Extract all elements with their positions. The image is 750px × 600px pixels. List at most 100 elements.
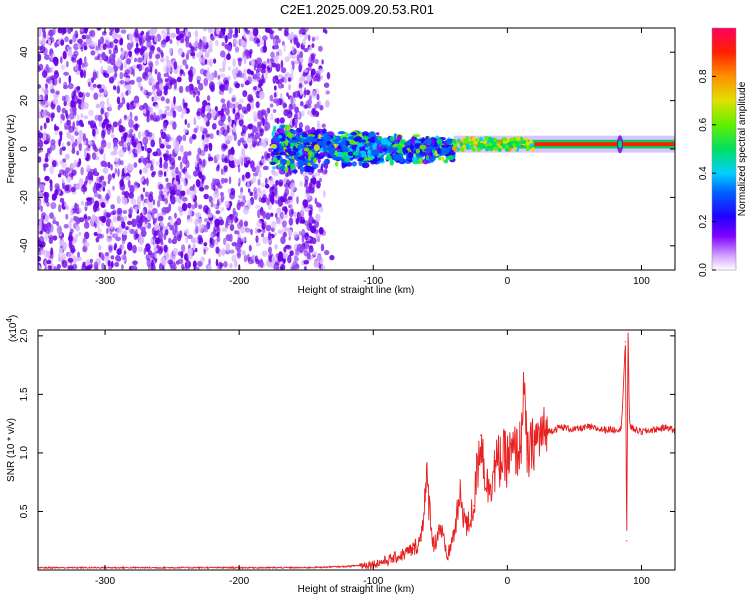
- spectrogram-cell: [93, 92, 99, 100]
- spectrogram-cell: [158, 183, 164, 190]
- spectrogram-cell: [321, 123, 326, 128]
- spectrogram-cell: [74, 30, 79, 38]
- spectrogram-cell: [312, 177, 317, 185]
- spectrogram-cell: [271, 191, 275, 198]
- spectrogram-cell: [67, 257, 74, 263]
- x-tick-label: 0: [505, 276, 511, 287]
- spectrogram-cell: [216, 164, 220, 169]
- spectrogram-cell: [313, 157, 318, 163]
- spectrogram-cell: [382, 147, 388, 152]
- spectrogram-cell: [150, 139, 155, 148]
- spectrogram-cell: [274, 118, 278, 123]
- spectrogram-cell: [273, 44, 279, 50]
- spectrogram-cell: [165, 134, 171, 142]
- spectrogram-cell: [118, 38, 123, 46]
- spectrogram-cell: [503, 137, 508, 142]
- spectrogram-cell: [232, 107, 236, 114]
- spectrogram-cell: [173, 184, 177, 193]
- spectrogram-cell: [106, 218, 112, 224]
- spectrogram-cell: [53, 57, 59, 67]
- spectrogram-cell: [216, 129, 220, 136]
- spectrogram-cell: [206, 59, 212, 66]
- spectrogram-cell: [286, 92, 289, 97]
- spectrogram-cell: [270, 196, 275, 205]
- spectrogram-cell: [163, 141, 169, 146]
- spectrogram-cell: [45, 152, 48, 162]
- spectrogram-cell: [218, 68, 225, 73]
- spectrogram-cell: [254, 227, 258, 235]
- spectrogram-cell: [260, 68, 266, 74]
- spectrogram-cell: [50, 247, 54, 256]
- spectrogram-cell: [49, 212, 54, 219]
- spectrogram-cell: [203, 137, 210, 143]
- snr-point: [628, 417, 631, 419]
- spectrogram-cell: [514, 141, 519, 146]
- spectrogram-cell: [198, 204, 203, 210]
- spectrogram-cell: [301, 246, 306, 252]
- spectrogram-cell: [265, 224, 272, 232]
- spectrogram-cell: [180, 113, 184, 119]
- spectrogram-cell: [311, 250, 318, 256]
- spectrogram-cell: [197, 41, 203, 50]
- spectrogram-cell: [84, 218, 89, 225]
- spectrogram-cell: [84, 206, 88, 212]
- spectrogram-cell: [233, 132, 237, 142]
- x-tick-label: 0: [505, 576, 511, 587]
- spectrogram-cell: [280, 67, 287, 74]
- spectrogram-cell: [43, 94, 48, 101]
- spectrogram-cell: [174, 212, 177, 219]
- spectrogram-cell: [262, 228, 266, 234]
- spectrogram-cell: [86, 164, 91, 172]
- spectrogram-cell: [86, 154, 90, 160]
- spectrogram-cell: [208, 195, 213, 203]
- spectrogram-cell: [144, 191, 150, 198]
- spectrogram-cell: [208, 156, 214, 162]
- snr-point: [620, 427, 623, 429]
- spectrogram-cell: [493, 138, 498, 142]
- spectrogram-cell: [351, 161, 357, 167]
- spectrogram-cell: [38, 247, 41, 253]
- spectrogram-cell: [114, 163, 119, 168]
- spectrogram-cell: [441, 156, 445, 162]
- spectrogram-cell: [257, 34, 262, 40]
- spectrogram-cell: [137, 131, 142, 139]
- snr-point: [479, 434, 482, 436]
- spectrogram-cell: [293, 154, 299, 160]
- spectrogram-cell: [62, 28, 67, 34]
- spectrogram-cell: [277, 74, 283, 79]
- spectrogram-cell: [131, 135, 135, 141]
- spectrogram-cell: [293, 37, 298, 45]
- spectrogram-cell: [213, 190, 220, 199]
- spectrogram-cell: [175, 28, 180, 35]
- spectrogram-cell: [504, 147, 509, 152]
- spectrogram-cell: [159, 221, 164, 227]
- spectrogram-cell: [96, 182, 100, 191]
- spectrogram-cell: [117, 168, 120, 178]
- spectrogram-cell: [70, 186, 76, 193]
- spectrogram-cell: [128, 50, 133, 57]
- spectrogram-cell: [64, 153, 70, 160]
- spectrogram-cell: [396, 134, 402, 141]
- spectrogram-cell: [203, 116, 208, 123]
- spectrogram-cell: [304, 87, 307, 96]
- spectrogram-cell: [169, 194, 173, 200]
- spectrogram-cell: [216, 153, 220, 161]
- spectrogram-cell: [109, 28, 115, 33]
- spectrogram-cell: [134, 206, 138, 213]
- spectrogram-cell: [89, 29, 96, 37]
- spectrogram-cell: [63, 84, 68, 90]
- spectrogram-cell: [79, 28, 85, 32]
- spectrogram-cell: [155, 161, 160, 167]
- spectrogram-cell: [120, 264, 124, 270]
- spectrogram-cell: [201, 134, 205, 140]
- spectrogram-cell: [116, 195, 122, 204]
- spectrogram-cell: [227, 102, 230, 110]
- spectrogram-cell: [282, 226, 287, 233]
- spectrogram-cell: [217, 75, 221, 80]
- spectrogram-cell: [289, 250, 294, 256]
- spectrogram-cell: [234, 230, 239, 235]
- spectrogram-cell: [78, 142, 83, 152]
- spectrogram-cell: [318, 68, 324, 73]
- spectrogram-cell: [236, 248, 242, 253]
- spectrogram-cell: [352, 151, 359, 156]
